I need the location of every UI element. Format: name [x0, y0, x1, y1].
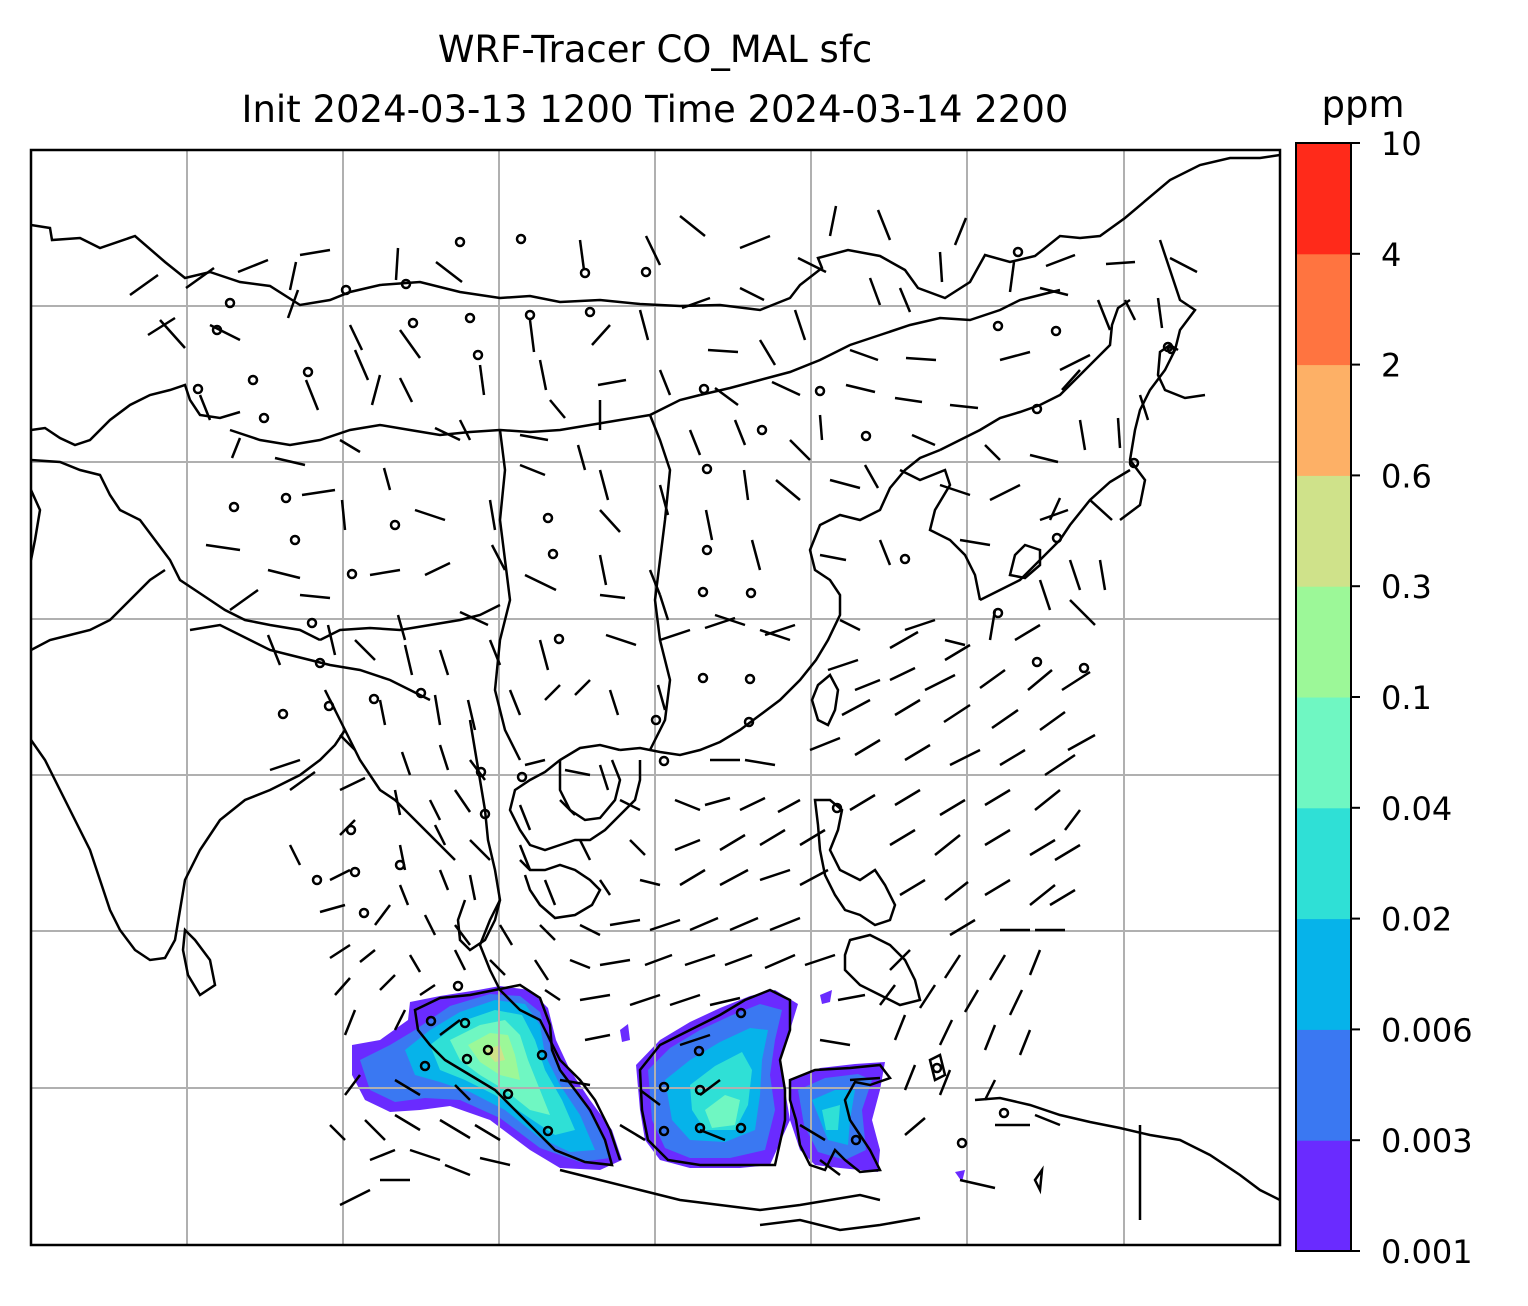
- coastlines-and-borders: [31, 153, 1280, 1232]
- colorbar-tick-label: 0.1: [1381, 679, 1432, 717]
- colorbar-block: [1296, 918, 1351, 1030]
- colorbar-color-blocks: [1296, 143, 1351, 1252]
- map-title-line2: Init 2024-03-13 1200 Time 2024-03-14 220…: [241, 88, 1069, 131]
- colorbar-tick-label: 0.001: [1381, 1233, 1473, 1271]
- colorbar-tick-label: 0.02: [1381, 901, 1452, 939]
- colorbar-tick-label: 2: [1381, 347, 1401, 385]
- wind-barbs: [129, 205, 1198, 1207]
- map-frame: [29, 148, 1282, 1247]
- colorbar-block: [1296, 807, 1351, 920]
- colorbar-ticks: 0.001 0.003 0.006 0.02 0.04 0.1 0.3 0.6 2 4 10: [1351, 125, 1473, 1271]
- calm-wind-markers: [192, 233, 1176, 1149]
- colorbar-block: [1296, 1029, 1351, 1141]
- colorbar-tick-label: 0.003: [1381, 1122, 1473, 1160]
- colorbar-block: [1296, 143, 1351, 255]
- colorbar-tick-label: 0.6: [1381, 457, 1432, 495]
- colorbar-block: [1296, 364, 1351, 476]
- colorbar-tick-label: 4: [1381, 236, 1401, 274]
- colorbar-block: [1296, 475, 1351, 587]
- colorbar-unit-label: ppm: [1321, 83, 1404, 126]
- colorbar-block: [1296, 586, 1351, 698]
- colorbar-block: [1296, 1140, 1351, 1252]
- colorbar-tick-label: 0.3: [1381, 568, 1432, 606]
- colorbar-block: [1296, 253, 1351, 366]
- colorbar-tick-label: 10: [1381, 125, 1422, 163]
- colorbar-tick-label: 0.006: [1381, 1011, 1473, 1049]
- colorbar-block: [1296, 697, 1351, 809]
- colorbar-tick-label: 0.04: [1381, 790, 1452, 828]
- map-title-line1: WRF-Tracer CO_MAL sfc: [437, 28, 873, 71]
